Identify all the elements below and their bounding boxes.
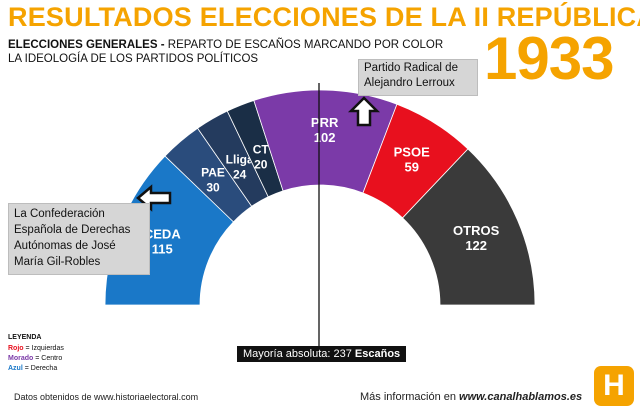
segment-value-prr: 102 <box>314 130 336 145</box>
segment-value-lliga: 24 <box>233 168 247 182</box>
legend-key-rojo: Rojo <box>8 345 24 352</box>
legend-key-azul: Azul <box>8 365 23 372</box>
segment-value-ceda: 115 <box>152 242 173 257</box>
segment-label-lliga: Lliga <box>226 153 254 167</box>
majority-label: Mayoría absoluta: 237 Escaños <box>237 346 407 362</box>
legend-value: = Izquierdas <box>23 345 64 352</box>
callout-ceda: La Confederación Española de Derechas Au… <box>8 203 150 275</box>
subtitle-bold: ELECCIONES GENERALES - <box>8 39 165 51</box>
legend-row: Azul = Derecha <box>8 364 64 374</box>
legend: LEYENDA Rojo = Izquierdas Morado = Centr… <box>8 333 64 374</box>
page-title: RESULTADOS ELECCIONES DE LA II REPÚBLICA <box>8 2 640 32</box>
segment-label-otros: OTROS <box>453 223 500 238</box>
legend-key-morado: Morado <box>8 355 34 362</box>
seat-segment-otros <box>401 148 536 306</box>
legend-row: Morado = Centro <box>8 354 64 364</box>
election-year: 1933 <box>484 25 614 92</box>
segment-label-prr: PRR <box>311 115 339 130</box>
subtitle-rest: REPARTO DE ESCAÑOS MARCANDO POR COLOR LA… <box>8 39 444 65</box>
arrow-up-icon <box>347 96 381 127</box>
hablamos-logo-icon: H <box>594 366 634 406</box>
page-subtitle: ELECCIONES GENERALES - REPARTO DE ESCAÑO… <box>8 38 448 66</box>
more-info-prefix: Más información en <box>360 391 460 403</box>
segment-value-psoe: 59 <box>404 159 418 174</box>
callout-prr: Partido Radical de Alejandro Lerroux <box>358 59 478 96</box>
more-info-link[interactable]: www.canalhablamos.es <box>459 391 583 403</box>
legend-value: = Derecha <box>22 365 58 372</box>
legend-title: LEYENDA <box>8 334 42 341</box>
legend-value: = Centro <box>33 355 63 362</box>
segment-label-ct: CT <box>253 142 270 156</box>
segment-label-pae: PAE <box>201 165 225 179</box>
segment-value-ct: 20 <box>254 157 268 171</box>
segment-label-ceda: CEDA <box>144 227 181 242</box>
more-info: Más información en www.canalhablamos.es <box>360 391 582 403</box>
source-text: Datos obtenidos de www.historiaelectoral… <box>14 392 199 402</box>
majority-text: Mayoría absoluta: 237 <box>243 348 355 360</box>
majority-unit: Escaños <box>354 348 401 360</box>
segment-value-pae: 30 <box>206 180 220 194</box>
segment-label-psoe: PSOE <box>394 144 430 159</box>
legend-row: Rojo = Izquierdas <box>8 344 64 354</box>
segment-value-otros: 122 <box>465 238 487 253</box>
